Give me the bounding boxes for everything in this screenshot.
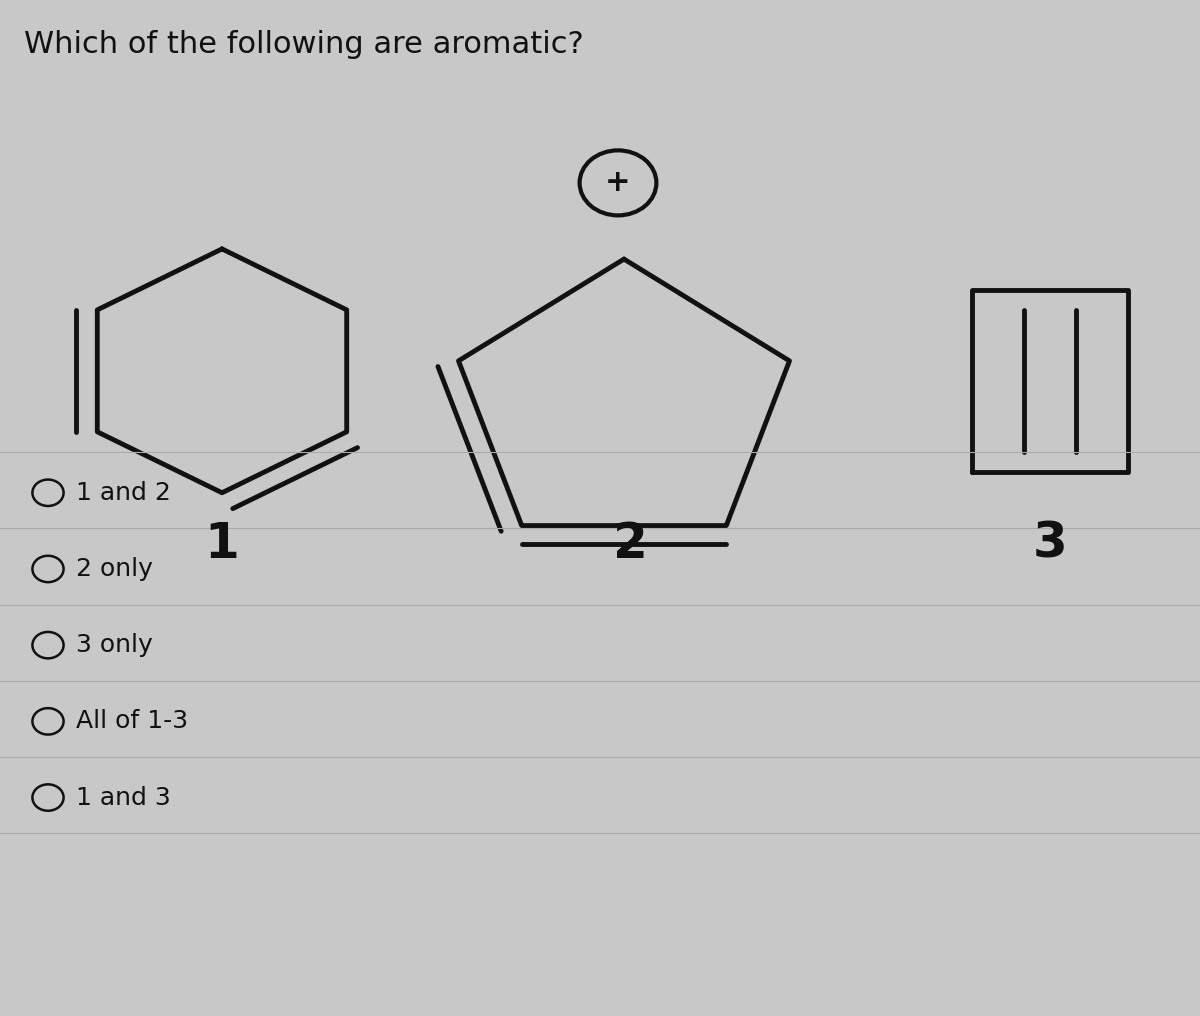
Text: 2: 2 <box>612 519 648 568</box>
Text: 1 and 3: 1 and 3 <box>76 785 170 810</box>
Text: 2 only: 2 only <box>76 557 152 581</box>
Text: All of 1-3: All of 1-3 <box>76 709 187 734</box>
Text: 1: 1 <box>204 519 240 568</box>
Text: 3: 3 <box>1033 519 1067 568</box>
Text: +: + <box>605 169 631 197</box>
Text: Which of the following are aromatic?: Which of the following are aromatic? <box>24 30 583 60</box>
Text: 3 only: 3 only <box>76 633 152 657</box>
Text: 1 and 2: 1 and 2 <box>76 481 170 505</box>
